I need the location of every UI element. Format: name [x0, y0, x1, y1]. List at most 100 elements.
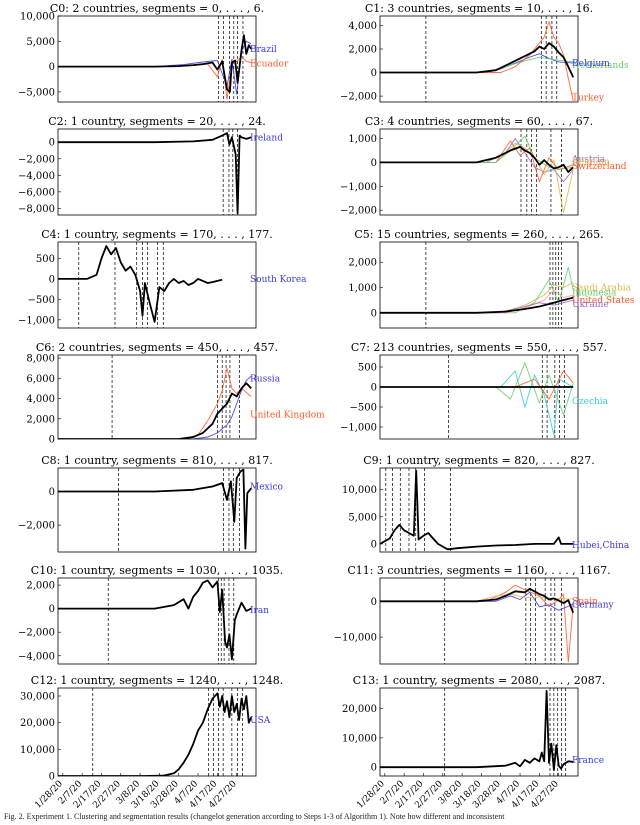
series-italy — [380, 135, 574, 171]
series-main — [380, 145, 574, 173]
y-tick-label: −1,000 — [340, 423, 377, 434]
y-tick-label: −4,000 — [18, 171, 55, 182]
chart-title: C11: 3 countries, segments = 1160, . . .… — [347, 564, 610, 577]
chart-title: C12: 1 country, segments = 1240, . . . ,… — [31, 674, 283, 687]
series-main — [58, 692, 253, 776]
chart-title: C9: 1 country, segments = 820, . . . , 8… — [363, 454, 594, 467]
axes-frame — [57, 354, 257, 440]
chart-title: C1: 3 countries, segments = 10, . . . , … — [365, 2, 593, 15]
plot-area — [380, 129, 574, 215]
axes-frame — [379, 577, 579, 665]
chart-panel-4: C4: 1 country, segments = 170, . . . , 1… — [18, 228, 307, 329]
series-main — [380, 587, 575, 614]
y-tick-label: −6,000 — [18, 187, 55, 198]
series-label: France — [572, 756, 604, 766]
y-tick-label: 0 — [371, 763, 377, 774]
series-brazil — [58, 40, 252, 95]
series-label: Hubei,China — [572, 541, 630, 551]
series-czechia — [380, 370, 574, 436]
chart-panel-10: C10: 1 country, segments = 1030, . . . ,… — [18, 564, 283, 665]
series-belgium — [380, 53, 574, 73]
y-tick-label: 10,000 — [342, 733, 377, 744]
series-main — [58, 132, 252, 215]
y-tick-label: 0 — [49, 604, 55, 615]
plot-area — [380, 355, 574, 439]
plot-area — [58, 355, 252, 439]
series-label: Austria — [571, 155, 606, 165]
axes-frame — [57, 577, 257, 665]
series-label: Saudi Arabia — [572, 284, 632, 294]
y-tick-label: 4,000 — [348, 21, 377, 32]
y-tick-label: 0 — [49, 274, 55, 285]
chart-title: C2: 1 country, segments = 20, . . . , 24… — [48, 115, 265, 128]
series-main — [380, 42, 575, 78]
y-tick-label: −2,000 — [340, 206, 377, 217]
series-main — [380, 296, 574, 314]
chart-panel-13: C13: 1 country, segments = 2080, . . . ,… — [342, 674, 605, 811]
y-tick-label: 0 — [371, 68, 377, 79]
y-tick-label: 10,000 — [20, 12, 55, 23]
y-tick-label: 0 — [49, 62, 55, 73]
axes-frame — [57, 128, 257, 216]
y-tick-label: 0 — [49, 487, 55, 498]
y-tick-label: 2,000 — [348, 258, 377, 269]
series-label: Brazil — [250, 45, 277, 55]
y-tick-label: 5,000 — [348, 512, 377, 523]
series-main — [58, 34, 252, 93]
chart-panel-11: C11: 3 countries, segments = 1160, . . .… — [334, 564, 615, 665]
series-germany — [380, 142, 574, 213]
series-label: United Kingdom — [250, 411, 325, 421]
series-other — [380, 361, 574, 417]
y-tick-label: 6,000 — [26, 374, 55, 385]
y-tick-label: 2,000 — [26, 581, 55, 592]
y-tick-label: −2,000 — [18, 154, 55, 165]
series-label: Netherlands — [572, 61, 629, 71]
plot-area — [380, 468, 574, 552]
series-netherlands — [380, 56, 574, 73]
y-tick-label: 20,000 — [20, 718, 55, 729]
chart-title: C10: 1 country, segments = 1030, . . . ,… — [31, 564, 283, 577]
axes-frame — [379, 15, 579, 103]
series-main — [380, 690, 574, 771]
chart-panel-2: C2: 1 country, segments = 20, . . . , 24… — [18, 115, 283, 216]
series-sri-lanka — [380, 267, 574, 314]
axes-frame — [57, 15, 257, 103]
y-tick-label: 0 — [49, 138, 55, 149]
series-main — [58, 245, 223, 323]
y-tick-label: 500 — [358, 363, 377, 374]
chart-panel-7: C7: 213 countries, segments = 550, . . .… — [340, 341, 609, 440]
series-label: Czechia — [572, 397, 609, 407]
series-pakistan — [380, 289, 574, 314]
chart-panel-8: C8: 1 country, segments = 810, . . . , 8… — [18, 454, 283, 553]
chart-title: C4: 1 country, segments = 170, . . . , 1… — [41, 228, 272, 241]
y-tick-label: 2,000 — [348, 44, 377, 55]
plot-area — [58, 688, 253, 776]
axes-frame — [57, 687, 257, 777]
chart-title: C5: 15 countries, segments = 260, . . . … — [354, 228, 603, 241]
chart-panel-9: C9: 1 country, segments = 820, . . . , 8… — [342, 454, 630, 553]
y-tick-label: −2,000 — [340, 92, 377, 103]
series-label: Turkey — [572, 93, 605, 103]
series-label: Russia — [250, 374, 281, 384]
series-label: Ecuador — [250, 60, 289, 70]
y-tick-label: −8,000 — [18, 204, 55, 215]
axes-frame — [379, 354, 579, 440]
series-denmark — [380, 299, 574, 314]
axes-frame — [379, 467, 579, 553]
series-main — [58, 468, 252, 550]
chart-panel-3: C3: 4 countries, segments = 60, . . . , … — [340, 115, 627, 217]
y-tick-label: 0 — [371, 158, 377, 169]
series-label: Ireland — [250, 133, 283, 143]
y-tick-label: −1,000 — [18, 315, 55, 326]
chart-title: C3: 4 countries, segments = 60, . . . , … — [365, 115, 593, 128]
y-tick-label: −2,000 — [18, 628, 55, 639]
series-label: Spain — [572, 597, 598, 607]
y-tick-label: −2,000 — [18, 521, 55, 532]
plot-area — [380, 16, 575, 102]
y-tick-label: 30,000 — [20, 692, 55, 703]
axes-frame — [379, 128, 579, 216]
chart-panel-5: C5: 15 countries, segments = 260, . . . … — [348, 228, 635, 329]
y-tick-label: 1,000 — [348, 134, 377, 145]
axes-frame — [379, 241, 579, 329]
